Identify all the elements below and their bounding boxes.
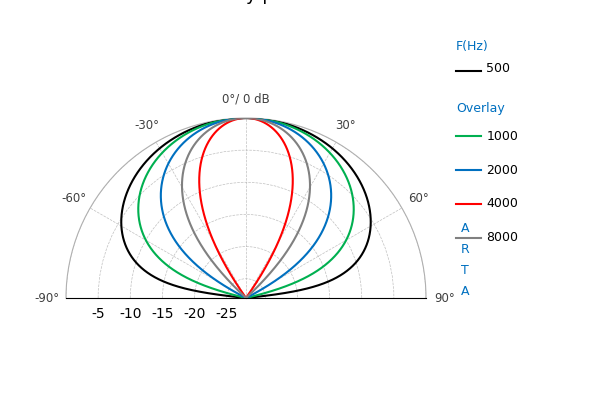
Text: A
R
T
A: A R T A — [461, 222, 469, 298]
Text: 2000: 2000 — [487, 164, 518, 176]
Text: 4000: 4000 — [487, 197, 518, 210]
Text: 8000: 8000 — [487, 231, 518, 244]
Text: F(Hz): F(Hz) — [456, 40, 489, 53]
Text: 1000: 1000 — [487, 130, 518, 143]
Text: 500: 500 — [487, 62, 511, 75]
Text: Overlay: Overlay — [456, 102, 505, 115]
Title: Directivity pattern: Directivity pattern — [164, 0, 328, 4]
